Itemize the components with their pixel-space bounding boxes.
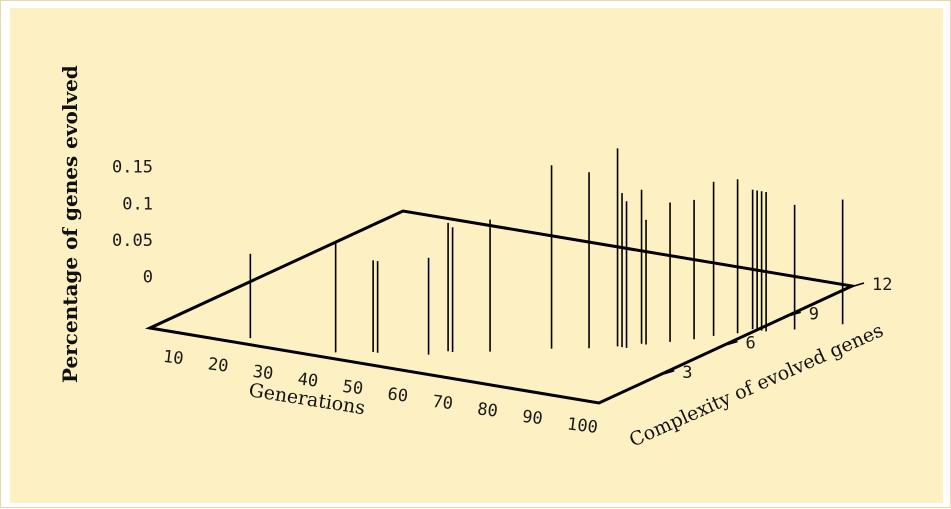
y-tick-mark-12 — [853, 282, 865, 287]
y-tick-mark-6 — [727, 340, 738, 346]
y-tick-6: 6 — [746, 334, 756, 354]
z-tick-0.15: 0.15 — [112, 158, 153, 178]
x-tick-100: 100 — [566, 414, 599, 438]
z-tick-0.1: 0.1 — [122, 194, 153, 214]
impulse-stems — [249, 148, 844, 355]
x-tick-70: 70 — [431, 392, 454, 414]
x-tick-50: 50 — [341, 377, 364, 399]
base-outline — [144, 209, 858, 405]
z-tick-labels: 0 0.05 0.1 0.15 — [112, 158, 153, 288]
x-tick-40: 40 — [297, 369, 320, 391]
x-tick-80: 80 — [476, 399, 499, 421]
z-tick-0: 0 — [143, 268, 153, 288]
x-tick-10: 10 — [162, 347, 185, 369]
y-tick-12: 12 — [872, 275, 892, 295]
z-axis-label: Percentage of genes evolved — [58, 65, 82, 383]
base-plane — [144, 209, 858, 405]
y-tick-9: 9 — [809, 304, 819, 324]
x-tick-90: 90 — [521, 407, 544, 429]
y-tick-labels: 3 6 9 12 — [664, 275, 892, 383]
x-tick-60: 60 — [386, 384, 409, 406]
x-tick-30: 30 — [252, 362, 275, 384]
x-tick-labels: 10 20 30 40 50 60 70 80 90 100 — [162, 347, 599, 438]
x-tick-20: 20 — [207, 354, 230, 376]
z-tick-0.05: 0.05 — [112, 231, 153, 251]
y-tick-mark-3 — [664, 369, 675, 375]
y-tick-3: 3 — [682, 363, 692, 383]
chart-panel — [10, 8, 943, 503]
y-tick-mark-9 — [790, 311, 801, 317]
